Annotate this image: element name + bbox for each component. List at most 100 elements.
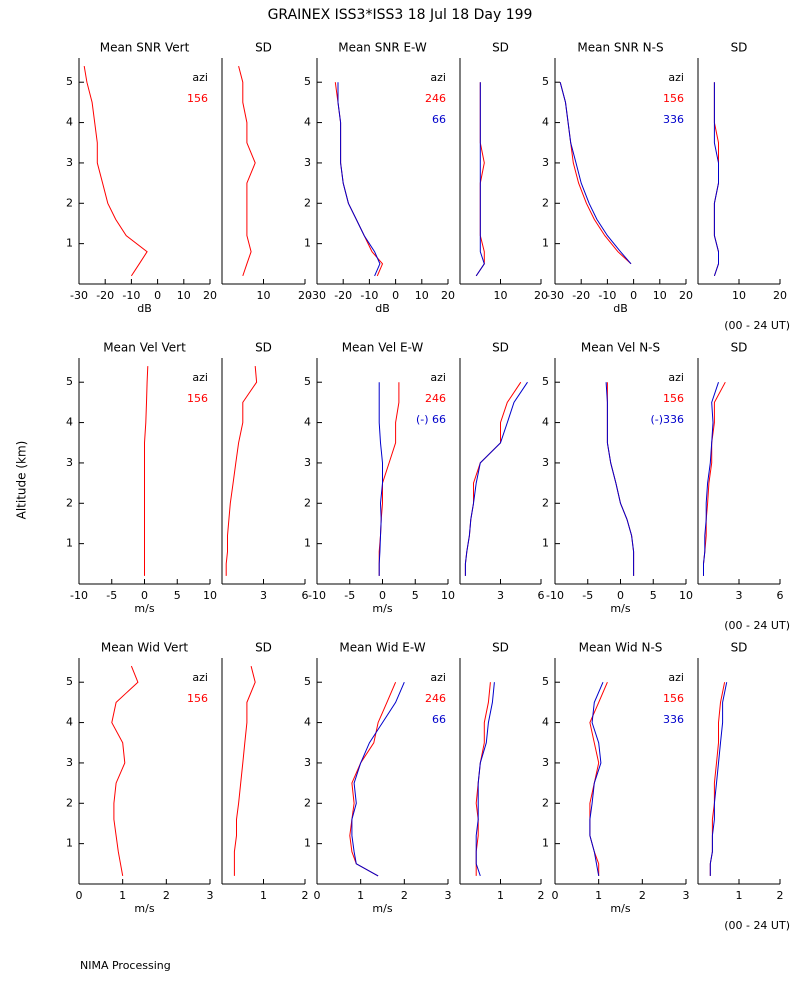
x-tick-label: 10 xyxy=(177,289,191,302)
legend-entry: 156 xyxy=(663,92,684,105)
x-tick-label: 2 xyxy=(302,889,309,902)
x-tick-label: 0 xyxy=(630,289,637,302)
x-tick-label: 10 xyxy=(203,589,217,602)
y-tick-label: 4 xyxy=(304,116,311,129)
y-tick-label: 3 xyxy=(542,156,549,169)
panel-title: SD xyxy=(255,641,272,655)
profile-line xyxy=(233,665,256,876)
profile-line xyxy=(144,366,149,576)
profile-line xyxy=(464,381,528,576)
panel-title: SD xyxy=(492,641,509,655)
x-tick-label: 10 xyxy=(732,289,746,302)
x-tick-label: 0 xyxy=(552,889,559,902)
y-tick-label: 4 xyxy=(66,416,73,429)
x-tick-label: 3 xyxy=(207,889,214,902)
y-tick-label: 1 xyxy=(304,237,311,250)
x-tick-label: 5 xyxy=(650,589,657,602)
legend-title: azi xyxy=(430,71,446,84)
profile-line xyxy=(225,366,258,576)
y-tick-label: 3 xyxy=(66,756,73,769)
x-tick-label: 20 xyxy=(203,289,217,302)
legend-title: azi xyxy=(192,671,208,684)
legend-entry: 156 xyxy=(187,92,208,105)
x-tick-label: 1 xyxy=(119,889,126,902)
panel-title: Mean Vel Vert xyxy=(103,341,186,355)
profile-line xyxy=(475,82,485,277)
panel-title: Mean SNR E-W xyxy=(338,41,427,55)
y-tick-label: 3 xyxy=(304,156,311,169)
profile-line xyxy=(337,82,381,277)
y-tick-label: 1 xyxy=(304,837,311,850)
profile-line xyxy=(349,682,397,877)
x-tick-label: -20 xyxy=(96,289,114,302)
y-tick-label: 5 xyxy=(304,675,311,688)
legend-entry: 156 xyxy=(187,692,208,705)
x-tick-label: 1 xyxy=(260,889,267,902)
profile-line xyxy=(238,65,256,277)
x-tick-label: 2 xyxy=(401,889,408,902)
x-tick-label: 20 xyxy=(679,289,693,302)
y-tick-label: 2 xyxy=(66,496,73,509)
y-tick-label: 5 xyxy=(66,675,73,688)
profile-line xyxy=(378,382,400,576)
legend-title: azi xyxy=(192,71,208,84)
x-tick-label: 0 xyxy=(154,289,161,302)
panel-title: SD xyxy=(731,41,748,55)
time-note: (00 - 24 UT) xyxy=(724,619,790,632)
y-tick-label: 5 xyxy=(304,375,311,388)
x-tick-label: 3 xyxy=(497,589,504,602)
y-tick-label: 1 xyxy=(542,537,549,550)
figure-title: GRAINEX ISS3*ISS3 18 Jul 18 Day 199 xyxy=(268,7,533,23)
x-tick-label: 1 xyxy=(736,889,743,902)
profile-line xyxy=(559,82,632,265)
panel-title: SD xyxy=(492,341,509,355)
x-tick-label: 10 xyxy=(494,289,508,302)
y-tick-label: 5 xyxy=(304,75,311,88)
time-note: (00 - 24 UT) xyxy=(724,919,790,932)
x-tick-label: 2 xyxy=(777,889,784,902)
y-tick-label: 1 xyxy=(66,237,73,250)
x-tick-label: -10 xyxy=(308,589,326,602)
x-tick-label: 3 xyxy=(445,889,452,902)
profile-line xyxy=(83,66,148,277)
x-tick-label: 0 xyxy=(314,889,321,902)
panel-title: Mean SNR Vert xyxy=(100,41,190,55)
x-tick-label: 1 xyxy=(497,889,504,902)
y-tick-label: 4 xyxy=(66,116,73,129)
y-tick-label: 4 xyxy=(542,116,549,129)
x-axis-title: dB xyxy=(375,302,390,315)
x-tick-label: -30 xyxy=(308,289,326,302)
legend-entry: 156 xyxy=(663,392,684,405)
x-tick-label: -10 xyxy=(70,589,88,602)
y-tick-label: 4 xyxy=(304,716,311,729)
legend-title: azi xyxy=(668,371,684,384)
x-tick-label: -10 xyxy=(122,289,140,302)
x-tick-label: 5 xyxy=(412,589,419,602)
panel-title: Mean Wid Vert xyxy=(101,641,188,655)
legend-entry: 246 xyxy=(425,92,446,105)
x-tick-label: 5 xyxy=(174,589,181,602)
x-tick-label: 3 xyxy=(260,589,267,602)
y-tick-label: 3 xyxy=(304,756,311,769)
y-tick-label: 1 xyxy=(542,237,549,250)
y-tick-label: 1 xyxy=(304,537,311,550)
x-tick-label: -30 xyxy=(546,289,564,302)
footer: NIMA Processing xyxy=(80,959,171,972)
x-tick-label: 10 xyxy=(415,289,429,302)
y-tick-label: 2 xyxy=(304,496,311,509)
profile-line xyxy=(378,382,383,576)
y-tick-label: 1 xyxy=(66,537,73,550)
x-tick-label: 3 xyxy=(683,889,690,902)
panel-title: SD xyxy=(255,341,272,355)
panel-title: Mean Vel E-W xyxy=(342,341,424,355)
x-tick-label: -30 xyxy=(70,289,88,302)
x-axis-title: m/s xyxy=(610,602,630,615)
y-tick-label: 5 xyxy=(66,375,73,388)
x-tick-label: 3 xyxy=(736,589,743,602)
x-tick-label: -10 xyxy=(360,289,378,302)
y-tick-label: 1 xyxy=(542,837,549,850)
legend-title: azi xyxy=(430,671,446,684)
x-tick-label: 0 xyxy=(379,589,386,602)
y-tick-label: 4 xyxy=(542,416,549,429)
